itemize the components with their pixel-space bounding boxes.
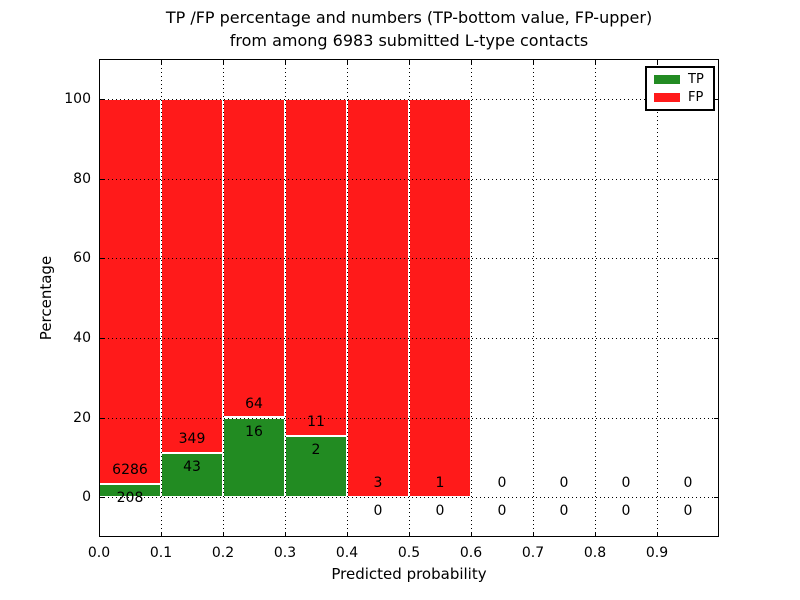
x-tick-label: 0.3 (273, 545, 297, 561)
value-label-fp: 349 (178, 431, 206, 448)
x-tick-label: 0.4 (335, 545, 359, 561)
value-label-fp: 0 (621, 475, 631, 492)
value-label-fp: 0 (683, 475, 693, 492)
y-tick-label: 20 (73, 409, 91, 426)
chart-title-line2: from among 6983 submitted L-type contact… (229, 31, 589, 50)
x-tick-label: 0.7 (521, 545, 545, 561)
value-label-tp: 0 (559, 503, 569, 520)
value-label-tp: 0 (435, 503, 445, 520)
x-tick-mark-top (657, 60, 658, 64)
y-tick-label: 60 (73, 250, 91, 267)
x-tick-mark-bottom (657, 532, 658, 536)
y-tick-mark-left (100, 337, 104, 339)
value-label-fp: 11 (307, 413, 325, 430)
bar-segment-fp (347, 98, 409, 498)
value-label-tp: 0 (621, 503, 631, 520)
value-label-fp: 0 (497, 475, 507, 492)
bar-segment-fp (99, 98, 161, 485)
x-tick-mark-top (533, 60, 534, 64)
legend: TP FP (645, 66, 715, 111)
value-label-tp: 2 (311, 441, 321, 458)
x-tick-mark-bottom (161, 532, 162, 536)
value-label-fp: 6286 (112, 462, 148, 479)
bar-segment-fp (409, 98, 471, 498)
grid-line-vertical (595, 60, 596, 536)
value-label-fp: 64 (245, 395, 263, 412)
y-tick-label: 80 (73, 170, 91, 187)
y-tick-mark-right (714, 417, 718, 419)
y-tick-mark-left (100, 178, 104, 180)
y-tick-mark-left (100, 417, 104, 419)
x-axis-label: Predicted probability (331, 565, 487, 583)
x-tick-label: 0.0 (87, 545, 111, 561)
y-tick-mark-right (714, 258, 718, 260)
legend-label: FP (688, 89, 704, 105)
x-tick-mark-bottom (347, 532, 348, 536)
x-tick-mark-bottom (595, 532, 596, 536)
grid-line-vertical (347, 60, 348, 536)
legend-item: FP (654, 89, 706, 105)
chart-title-line1: TP /FP percentage and numbers (TP-bottom… (165, 8, 653, 27)
x-tick-label: 0.1 (149, 545, 173, 561)
x-tick-mark-bottom (409, 532, 410, 536)
y-tick-mark-right (714, 98, 718, 100)
x-tick-mark-bottom (285, 532, 286, 536)
value-label-fp: 3 (373, 475, 383, 492)
grid-line-vertical (161, 60, 162, 536)
value-label-tp: 208 (116, 490, 144, 507)
bar-segment-tp (285, 435, 347, 498)
x-tick-mark-top (161, 60, 162, 64)
x-tick-mark-bottom (533, 532, 534, 536)
legend-label: TP (688, 71, 704, 87)
grid-line-vertical (223, 60, 224, 536)
bar-segment-fp (161, 98, 223, 454)
y-tick-mark-left (100, 98, 104, 100)
x-tick-mark-top (409, 60, 410, 64)
x-tick-label: 0.6 (459, 545, 483, 561)
bar-segment-tp (161, 453, 223, 498)
x-tick-label: 0.8 (583, 545, 607, 561)
y-tick-mark-right (714, 178, 718, 180)
x-tick-mark-top (223, 60, 224, 64)
value-label-fp: 0 (559, 475, 569, 492)
grid-line-vertical (657, 60, 658, 536)
y-tick-mark-left (100, 258, 104, 260)
x-tick-mark-top (285, 60, 286, 64)
value-label-fp: 1 (435, 475, 445, 492)
legend-item: TP (654, 71, 706, 87)
y-tick-label: 0 (82, 489, 91, 506)
x-tick-mark-top (347, 60, 348, 64)
x-tick-mark-bottom (471, 532, 472, 536)
x-tick-mark-bottom (99, 532, 100, 536)
grid-line-vertical (471, 60, 472, 536)
y-tick-mark-left (100, 497, 104, 499)
x-tick-label: 0.5 (397, 545, 421, 561)
fp-color-swatch (654, 93, 680, 102)
value-label-tp: 0 (373, 503, 383, 520)
value-label-tp: 0 (497, 503, 507, 520)
bar-segment-fp (285, 98, 347, 436)
y-axis-label: Percentage (37, 255, 55, 341)
x-tick-mark-top (99, 60, 100, 64)
x-tick-mark-top (471, 60, 472, 64)
x-tick-mark-bottom (223, 532, 224, 536)
value-label-tp: 0 (683, 503, 693, 520)
grid-line-vertical (285, 60, 286, 536)
y-tick-mark-right (714, 497, 718, 499)
value-label-tp: 16 (245, 423, 263, 440)
y-tick-label: 40 (73, 329, 91, 346)
chart-title: TP /FP percentage and numbers (TP-bottom… (99, 6, 719, 52)
y-tick-label: 100 (64, 90, 91, 107)
tp-color-swatch (654, 75, 680, 84)
y-tick-mark-right (714, 337, 718, 339)
grid-line-vertical (409, 60, 410, 536)
x-tick-label: 0.2 (211, 545, 235, 561)
x-tick-mark-top (595, 60, 596, 64)
grid-line-vertical (533, 60, 534, 536)
x-tick-label: 0.9 (645, 545, 669, 561)
value-label-tp: 43 (183, 459, 201, 476)
